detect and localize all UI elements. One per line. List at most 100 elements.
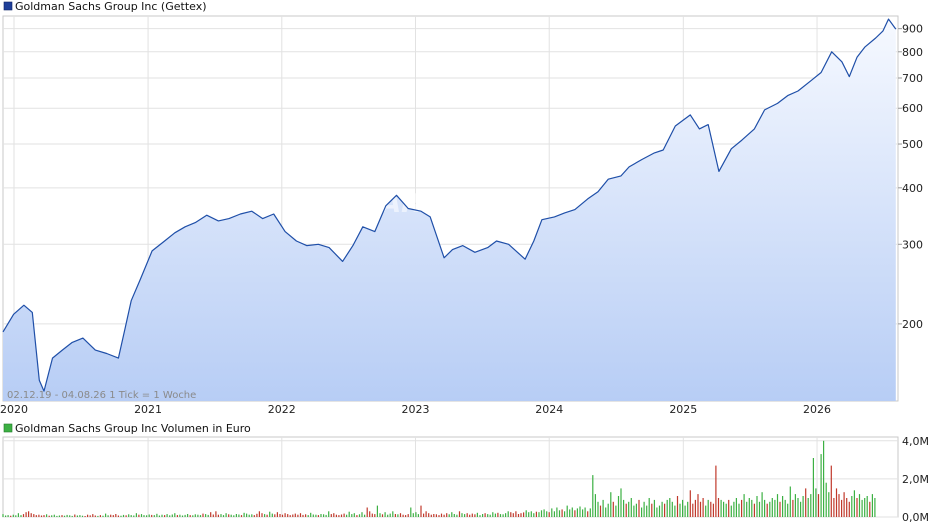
volume-bar bbox=[394, 514, 396, 517]
volume-bar bbox=[784, 499, 786, 517]
volume-bar bbox=[325, 514, 327, 517]
volume-bar bbox=[735, 498, 737, 517]
volume-bar bbox=[705, 505, 707, 517]
volume-bar bbox=[766, 503, 768, 517]
volume-bar bbox=[484, 513, 486, 517]
volume-bar bbox=[266, 514, 268, 517]
volume-bar bbox=[835, 488, 838, 517]
volume-bar bbox=[469, 514, 471, 517]
volume-bar bbox=[725, 503, 727, 517]
volume-bar bbox=[343, 513, 345, 517]
price-x-axis: 2020 2021 2022 2023 2024 2025 2026 bbox=[0, 403, 831, 416]
volume-bar bbox=[623, 499, 625, 517]
volume-bar bbox=[369, 511, 371, 517]
volume-bar bbox=[287, 514, 289, 517]
volume-bar bbox=[297, 514, 299, 517]
volume-bar bbox=[289, 515, 291, 517]
volume-bar bbox=[638, 499, 640, 517]
volume-bar bbox=[789, 486, 791, 517]
volume-bar bbox=[169, 515, 171, 517]
volume-bar bbox=[317, 515, 319, 517]
volume-bar bbox=[433, 514, 435, 517]
volume-bar bbox=[25, 512, 27, 517]
volume-bar bbox=[117, 515, 119, 517]
volume-bar bbox=[251, 514, 253, 517]
volume-legend-swatch bbox=[3, 423, 13, 433]
volume-bar bbox=[787, 503, 789, 517]
volume-bar bbox=[692, 503, 694, 517]
volume-bar bbox=[584, 507, 586, 517]
volume-bar bbox=[753, 503, 755, 517]
volume-bar bbox=[733, 501, 735, 517]
volume-bar bbox=[94, 515, 96, 517]
volume-bar bbox=[12, 514, 14, 517]
volume-bar bbox=[446, 513, 448, 517]
volume-bar bbox=[687, 501, 689, 517]
volume-bar bbox=[794, 494, 796, 517]
volume-bar bbox=[279, 514, 281, 517]
volume-bar bbox=[556, 507, 558, 517]
volume-bar bbox=[187, 514, 189, 517]
volume-plot-area bbox=[2, 436, 899, 518]
volume-bar bbox=[220, 514, 222, 517]
volume-bar bbox=[684, 505, 686, 517]
volume-bar bbox=[58, 515, 60, 517]
volume-bar bbox=[476, 512, 478, 517]
volume-bar bbox=[235, 514, 237, 517]
volume-bar bbox=[207, 514, 209, 517]
volume-y-tick-label: 0,0M bbox=[902, 511, 929, 524]
price-series-line bbox=[2, 18, 897, 392]
volume-bar bbox=[315, 514, 317, 517]
volume-bar bbox=[817, 494, 820, 517]
volume-bar bbox=[125, 515, 127, 517]
volume-bar bbox=[492, 512, 494, 517]
volume-y-tick-label: 4,0M bbox=[902, 435, 929, 448]
volume-bar bbox=[371, 513, 373, 517]
volume-bar bbox=[833, 498, 835, 517]
volume-bar bbox=[694, 499, 696, 517]
volume-bar bbox=[274, 514, 276, 517]
volume-bar bbox=[366, 507, 368, 517]
volume-bar bbox=[669, 498, 671, 517]
volume-bar bbox=[646, 505, 648, 517]
volume-bar bbox=[412, 513, 414, 517]
volume-bar bbox=[7, 515, 9, 517]
volume-bar bbox=[815, 488, 817, 517]
volume-bar bbox=[625, 503, 627, 517]
volume-bar bbox=[410, 507, 412, 517]
volume-bar bbox=[294, 513, 296, 517]
price-y-tick-label: 200 bbox=[902, 318, 923, 331]
volume-bar bbox=[515, 511, 517, 517]
volume-bar bbox=[730, 505, 732, 517]
volume-bar bbox=[387, 514, 389, 517]
volume-bar bbox=[215, 511, 217, 517]
volume-bar bbox=[271, 513, 273, 517]
volume-bar bbox=[402, 514, 404, 517]
volume-bar bbox=[156, 513, 158, 517]
volume-bar bbox=[628, 501, 630, 517]
volume-bar bbox=[151, 514, 153, 517]
volume-bar bbox=[664, 503, 666, 517]
volume-bar bbox=[307, 515, 309, 517]
volume-bar bbox=[253, 515, 255, 517]
volume-bar bbox=[358, 514, 361, 517]
volume-bar bbox=[340, 514, 343, 517]
volume-bar bbox=[87, 514, 89, 517]
volume-bar bbox=[189, 515, 191, 517]
volume-bar bbox=[828, 492, 830, 517]
volume-bar bbox=[553, 511, 555, 517]
volume-bar bbox=[451, 512, 453, 517]
volume-bar bbox=[128, 514, 130, 517]
price-y-tick-label: 600 bbox=[902, 102, 923, 115]
volume-bar bbox=[161, 514, 163, 517]
volume-bar bbox=[723, 501, 725, 517]
volume-bar bbox=[138, 514, 140, 517]
volume-bar bbox=[653, 499, 655, 517]
volume-bar bbox=[858, 494, 861, 517]
volume-bar bbox=[384, 512, 386, 517]
volume-bar bbox=[233, 515, 235, 517]
volume-bar bbox=[707, 499, 709, 517]
volume-bar bbox=[823, 440, 825, 517]
volume-bar bbox=[425, 511, 427, 517]
volume-bar bbox=[248, 514, 250, 517]
